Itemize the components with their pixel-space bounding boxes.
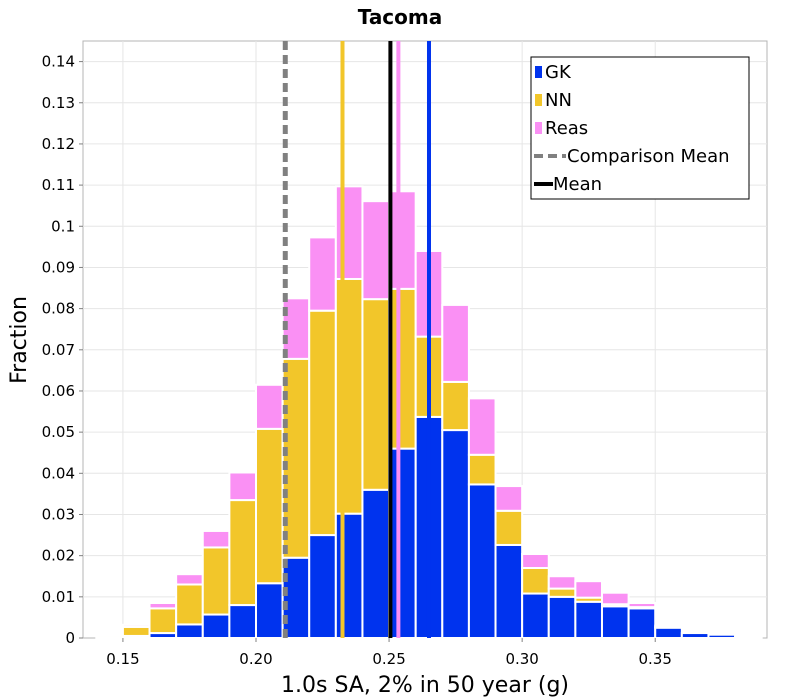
x-axis-ticks: 0.15 0.20 0.25 0.30 0.35 (106, 638, 672, 668)
bar-reas-segment (148, 602, 178, 610)
bar-gk-segment (521, 592, 550, 640)
bar-nn-segment (361, 298, 391, 491)
y-tick-label: 0.13 (42, 94, 75, 112)
x-tick-label: 0.20 (239, 650, 272, 668)
bar-reas-segment (521, 553, 550, 570)
y-tick-label: 0.09 (42, 258, 75, 276)
bar-gk-segment (574, 600, 603, 639)
bar-nn-segment (175, 583, 204, 626)
x-tick-label: 0.15 (106, 650, 139, 668)
bar-gk-segment (441, 429, 470, 639)
bar-nn-segment (547, 587, 577, 598)
bar-nn-segment (334, 277, 364, 515)
grid-lines (83, 41, 767, 638)
bar-reas-segment (388, 190, 417, 290)
bar-gk-segment (547, 595, 577, 639)
bar-nn-segment (308, 309, 337, 537)
legend-label-nn: NN (545, 90, 572, 111)
bar-reas-segment (467, 397, 497, 456)
y-tick-label: 0.03 (42, 505, 75, 523)
y-tick-label: 0.14 (42, 53, 75, 71)
bar-gk-segment (281, 556, 311, 640)
bar-reas-segment (627, 602, 657, 609)
bar-gk-segment (201, 613, 231, 640)
x-tick-label: 0.35 (639, 650, 672, 668)
y-tick-label: 0.12 (42, 135, 75, 153)
y-axis-title: Fraction (7, 296, 32, 384)
y-tick-label: 0.11 (42, 176, 75, 194)
legend-label-mean: Mean (553, 174, 602, 195)
y-tick-label: 0.1 (51, 217, 75, 235)
bar-reas-segment (201, 529, 231, 549)
bar-gk-segment (175, 623, 204, 639)
y-tick-label: 0.07 (42, 341, 75, 359)
y-tick-label: 0.02 (42, 547, 75, 565)
legend-label-reas: Reas (545, 118, 588, 139)
bar-nn-segment (521, 567, 550, 595)
legend-swatch-gk (535, 66, 542, 78)
bar-reas-segment (121, 623, 151, 628)
bar-nn-segment (441, 380, 470, 432)
bar-reas-segment (308, 236, 337, 312)
bar-nn-segment (254, 427, 284, 585)
bar-gk-segment (680, 632, 710, 640)
y-tick-label: 0.05 (42, 423, 75, 441)
legend-label-gk: GK (545, 62, 572, 83)
mean-lines (282, 41, 431, 638)
bar-gk-segment (467, 483, 497, 640)
bar-nn-segment (121, 625, 151, 637)
bar-reas-segment (574, 580, 603, 599)
legend-swatch-nn (535, 94, 542, 106)
bar-gk-segment (228, 604, 257, 640)
bar-gk-segment (254, 582, 284, 639)
bar-gk-segment (627, 607, 657, 639)
legend-swatch-reas (535, 122, 542, 134)
bar-reas-segment (600, 591, 630, 606)
y-axis-ticks: 0 0.01 0.02 0.03 0.04 0.05 0.06 0.07 0.08 0.09 0.1… (42, 53, 83, 647)
bar-gk-segment (334, 512, 364, 639)
y-tick-label: 0.01 (42, 588, 75, 606)
chart-title: Tacoma (358, 5, 443, 29)
bar-gk-segment (388, 447, 417, 639)
bar-gk-segment (494, 543, 524, 639)
bar-reas-segment (334, 185, 364, 280)
bar-gk-segment (707, 633, 737, 639)
bar-gk-segment (734, 636, 763, 640)
y-tick-label: 0.06 (42, 382, 75, 400)
bar-reas-segment (228, 471, 257, 502)
histogram-bars (95, 185, 763, 640)
bar-reas-segment (654, 624, 683, 629)
y-tick-label: 0.04 (42, 464, 75, 482)
bar-gk-segment (361, 488, 391, 639)
x-tick-label: 0.25 (372, 650, 405, 668)
bar-nn-segment (494, 509, 524, 546)
legend-label-comparison-mean: Comparison Mean (567, 146, 730, 167)
bar-nn-segment (148, 607, 178, 635)
bar-reas-segment (254, 383, 284, 430)
bar-nn-segment (388, 287, 417, 450)
bar-reas-segment (547, 575, 577, 590)
bar-gk-segment (654, 626, 683, 640)
x-axis-title: 1.0s SA, 2% in 50 year (g) (281, 673, 569, 698)
bar-nn-segment (201, 546, 231, 616)
bar-gk-segment (308, 534, 337, 640)
legend: GK NN Reas Comparison Mean Mean (530, 56, 750, 200)
bar-nn-segment (228, 499, 257, 607)
bar-nn-segment (281, 357, 311, 559)
bar-gk-segment (600, 605, 630, 639)
bar-reas-segment (494, 485, 524, 512)
bar-nn-segment (467, 453, 497, 486)
bar-reas-segment (175, 573, 204, 586)
x-tick-label: 0.30 (505, 650, 538, 668)
y-tick-label: 0 (65, 629, 75, 647)
bar-reas-segment (441, 303, 470, 383)
bar-reas-segment (361, 200, 391, 301)
legend-box (530, 56, 750, 200)
y-tick-label: 0.08 (42, 300, 75, 318)
